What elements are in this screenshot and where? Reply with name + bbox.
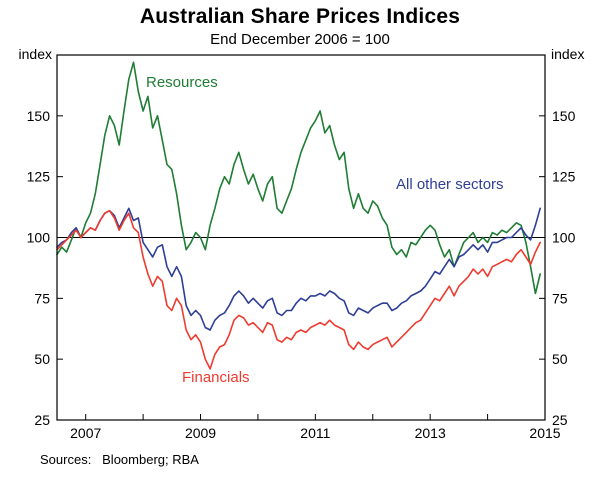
chart-title: Australian Share Prices Indices (139, 5, 461, 28)
series-label-all-other-sectors: All other sectors (396, 176, 504, 193)
x-tick-label: 2015 (529, 425, 560, 441)
y-tick-label-left: 25 (34, 412, 50, 428)
y-tick-label-right: 75 (552, 290, 568, 306)
y-tick-label-left: 150 (27, 108, 51, 124)
series-label-resources: Resources (146, 74, 218, 91)
series-line-all-other-sectors (56, 207, 542, 331)
x-tick-label: 2011 (300, 425, 330, 441)
series-label-financials: Financials (182, 369, 250, 386)
x-tick-label: 2007 (70, 425, 101, 441)
series-line-resources (56, 61, 542, 295)
x-tick-label: 2009 (185, 425, 216, 441)
y-tick-label-left: 125 (27, 169, 51, 185)
y-tick-label-right: 100 (552, 230, 576, 246)
sources-note: Sources: Bloomberg; RBA (40, 452, 199, 467)
series-line-financials (56, 209, 542, 370)
x-tick-label: 2013 (415, 425, 446, 441)
y-tick-label-right: 50 (552, 351, 568, 367)
y-axis-unit-label-left: index (18, 46, 52, 62)
chart-subtitle: End December 2006 = 100 (210, 31, 390, 48)
y-tick-label-left: 100 (27, 230, 51, 246)
y-tick-label-left: 50 (34, 351, 50, 367)
y-tick-label-right: 125 (552, 169, 576, 185)
y-tick-label-right: 25 (552, 412, 568, 428)
y-tick-label-left: 75 (34, 290, 50, 306)
y-tick-label-right: 150 (552, 108, 576, 124)
y-axis-unit-label-right: index (551, 46, 585, 62)
